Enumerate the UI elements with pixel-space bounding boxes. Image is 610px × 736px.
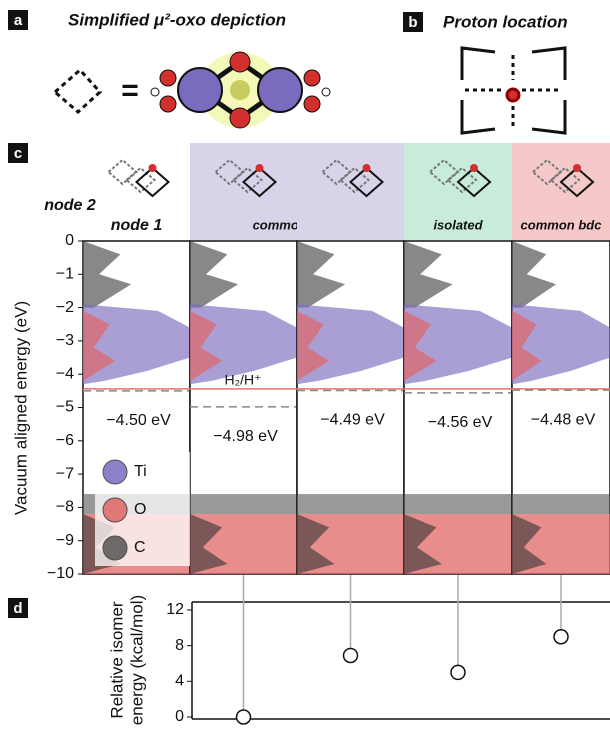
- y-tick-label: −3: [56, 332, 74, 349]
- legend-swatch: [103, 498, 127, 522]
- y-tick-label: −10: [47, 565, 74, 582]
- panel-label: d: [13, 600, 22, 617]
- panel-label: b: [408, 14, 417, 31]
- y-tick-label: 8: [175, 637, 184, 654]
- band-edge-label: −4.50 eV: [106, 412, 171, 429]
- y-tick-label: −5: [56, 399, 74, 416]
- equals: =: [121, 74, 139, 107]
- reference-label: H₂/H⁺: [225, 372, 262, 388]
- legend-label: Ti: [134, 463, 147, 480]
- proton-dot: [149, 164, 157, 172]
- point: [554, 630, 568, 644]
- molecule: [151, 52, 330, 128]
- column-label: isolated: [433, 217, 483, 232]
- panel-title: Simplified μ²-oxo depiction: [68, 10, 286, 29]
- proton-dot: [573, 164, 581, 172]
- y-tick-label: −9: [56, 532, 74, 549]
- legend-swatch: [103, 460, 127, 484]
- y-tick-label: −2: [56, 299, 74, 316]
- y-tick-label: −1: [56, 266, 74, 283]
- y-axis-label: Relative isomer: [107, 601, 126, 718]
- column-header-bg: [297, 143, 404, 240]
- proton-schematic: [462, 48, 565, 133]
- y-tick-label: 0: [65, 232, 74, 249]
- proton-dot: [256, 164, 264, 172]
- legend-label: C: [134, 539, 146, 556]
- legend-swatch: [103, 536, 127, 560]
- y-axis-label: Vacuum aligned energy (eV): [11, 301, 30, 515]
- dos-c: [190, 494, 297, 514]
- point: [344, 648, 358, 662]
- y-tick-label: −7: [56, 465, 74, 482]
- figure: a Simplified μ²-oxo depiction = b Proton…: [0, 0, 610, 736]
- panel-label: a: [14, 12, 23, 29]
- band-edge-label: −4.49 eV: [320, 412, 385, 429]
- proton-dot: [363, 164, 371, 172]
- y-tick-label: −4: [56, 365, 74, 382]
- y-tick-label: −8: [56, 499, 74, 516]
- point: [451, 665, 465, 679]
- y-tick-label: −6: [56, 432, 74, 449]
- band-edge-label: −4.48 eV: [531, 411, 596, 428]
- proton-dot: [470, 164, 478, 172]
- oxo-icon: [55, 70, 100, 112]
- column-label: node 1: [111, 217, 163, 234]
- band-edge-label: −4.98 eV: [213, 428, 278, 445]
- dos-c: [404, 494, 512, 514]
- node-2-label: node 2: [44, 197, 96, 214]
- y-tick-label: 4: [175, 673, 184, 690]
- y-tick-label: 0: [175, 708, 184, 725]
- point: [237, 710, 251, 724]
- dos-c: [297, 494, 404, 514]
- dos-c: [512, 494, 610, 514]
- band-edge-label: −4.56 eV: [428, 414, 493, 431]
- y-axis-label: energy (kcal/mol): [127, 595, 146, 725]
- panel-label: c: [14, 145, 22, 162]
- y-tick-label: 12: [166, 601, 184, 618]
- column-label: common bdc: [521, 217, 603, 232]
- legend-label: O: [134, 501, 146, 518]
- panel-title: Proton location: [443, 12, 568, 31]
